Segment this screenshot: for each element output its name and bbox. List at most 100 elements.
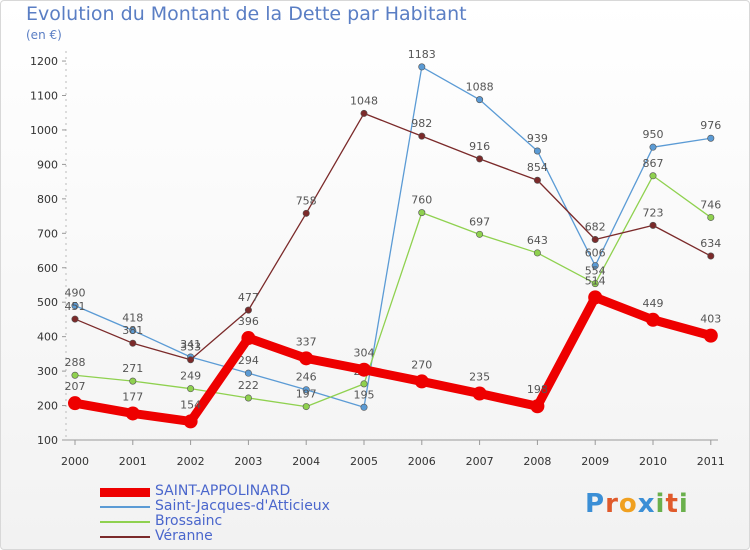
data-point-brossainc: [244, 394, 252, 402]
data-label-v-ranne: 682: [585, 221, 606, 234]
data-label-saint-jacques-d-atticieux: 606: [585, 247, 606, 260]
data-point-saint-jacques-d-atticieux: [302, 386, 310, 394]
data-point-v-ranne: [591, 236, 599, 244]
data-label-saint-jacques-d-atticieux: 246: [296, 371, 317, 384]
legend-swatch: [100, 521, 150, 523]
data-label-saint-appolinard: 207: [65, 380, 86, 393]
legend-label: Saint-Jacques-d'Atticieux: [155, 498, 330, 514]
data-label-saint-appolinard: 270: [411, 358, 432, 371]
data-label-saint-appolinard: 449: [643, 297, 664, 310]
data-point-saint-jacques-d-atticieux: [71, 302, 79, 310]
data-label-v-ranne: 1048: [350, 94, 378, 107]
data-label-v-ranne: 758: [296, 194, 317, 207]
data-label-saint-appolinard: 154: [180, 398, 201, 411]
data-point-brossainc: [418, 209, 426, 217]
data-point-saint-appolinard: [68, 396, 82, 411]
data-label-saint-jacques-d-atticieux: 950: [643, 128, 664, 141]
data-label-saint-jacques-d-atticieux: 976: [700, 119, 721, 132]
logo-letter: i: [678, 489, 689, 519]
data-label-brossainc: 697: [469, 215, 490, 228]
data-label-saint-appolinard: 304: [354, 347, 375, 360]
data-point-v-ranne: [244, 306, 252, 314]
data-label-saint-appolinard: 403: [700, 313, 721, 326]
chart-unit: (en €): [26, 28, 62, 42]
data-point-saint-appolinard: [472, 386, 487, 401]
data-label-v-ranne: 723: [643, 206, 664, 219]
series-line-saint-appolinard: [70, 292, 716, 426]
data-label-saint-appolinard: 177: [122, 390, 143, 403]
logo-letter: P: [585, 489, 606, 519]
data-label-brossainc: 867: [643, 157, 664, 170]
data-point-saint-appolinard: [125, 406, 140, 421]
y-tick-label: 200: [37, 400, 58, 413]
y-tick-label: 500: [37, 296, 58, 309]
data-label-brossainc: 197: [296, 388, 317, 401]
x-tick-label: 2008: [523, 455, 551, 468]
data-point-v-ranne: [418, 132, 426, 140]
data-point-brossainc: [476, 230, 484, 238]
y-tick-label: 700: [37, 227, 58, 240]
data-label-brossainc: 643: [527, 234, 548, 247]
data-label-saint-jacques-d-atticieux: 1183: [408, 48, 436, 61]
data-point-v-ranne: [360, 109, 368, 117]
data-label-v-ranne: 333: [180, 341, 201, 354]
legend-label: SAINT-APPOLINARD: [155, 483, 291, 499]
data-label-v-ranne: 916: [469, 140, 490, 153]
data-label-saint-jacques-d-atticieux: 939: [527, 132, 548, 145]
data-point-saint-jacques-d-atticieux: [360, 403, 368, 411]
data-point-saint-appolinard: [588, 290, 603, 305]
x-tick-label: 2011: [697, 455, 725, 468]
data-point-brossainc: [360, 380, 368, 388]
data-point-brossainc: [591, 280, 599, 288]
y-tick-label: 1200: [30, 55, 58, 68]
data-label-v-ranne: 854: [527, 161, 548, 174]
data-point-saint-jacques-d-atticieux: [533, 147, 541, 155]
data-point-saint-appolinard: [183, 414, 198, 429]
data-point-brossainc: [649, 172, 657, 180]
data-point-brossainc: [707, 213, 715, 221]
data-label-v-ranne: 451: [65, 300, 86, 313]
x-tick-label: 2010: [639, 455, 667, 468]
data-point-brossainc: [533, 249, 541, 257]
data-label-brossainc: 554: [585, 265, 606, 278]
data-point-saint-jacques-d-atticieux: [418, 63, 426, 71]
y-tick-label: 900: [37, 158, 58, 171]
data-label-saint-jacques-d-atticieux: 294: [238, 354, 259, 367]
data-point-saint-appolinard: [414, 374, 429, 389]
data-point-v-ranne: [476, 155, 484, 163]
x-tick-label: 2001: [119, 455, 147, 468]
x-tick-label: 2009: [581, 455, 609, 468]
logo-letter: r: [605, 489, 619, 519]
x-tick-label: 2006: [408, 455, 436, 468]
data-label-brossainc: 249: [180, 370, 201, 383]
y-tick-label: 800: [37, 193, 58, 206]
y-tick-label: 300: [37, 365, 58, 378]
logo-letter: i: [655, 489, 666, 519]
x-tick-label: 2003: [234, 455, 262, 468]
data-point-saint-jacques-d-atticieux: [649, 143, 657, 151]
series-line-saint-jacques-d-atticieux: [74, 66, 712, 408]
data-point-saint-appolinard: [646, 312, 660, 327]
data-label-saint-jacques-d-atticieux: 418: [122, 311, 143, 324]
data-point-v-ranne: [302, 209, 310, 217]
logo-letter: x: [637, 489, 656, 519]
data-point-brossainc: [302, 403, 310, 411]
legend-label: Brossainc: [155, 513, 223, 529]
data-point-saint-jacques-d-atticieux: [591, 262, 599, 270]
chart-title: Evolution du Montant de la Dette par Hab…: [26, 3, 467, 25]
data-label-v-ranne: 634: [700, 237, 721, 250]
data-point-saint-appolinard: [530, 399, 545, 414]
series-line-brossainc: [74, 175, 712, 408]
data-point-v-ranne: [533, 176, 541, 184]
data-label-brossainc: 746: [700, 198, 721, 211]
x-tick-label: 2002: [177, 455, 205, 468]
legend-swatch: [100, 506, 150, 508]
x-tick-label: 2000: [61, 455, 89, 468]
data-label-brossainc: 271: [122, 362, 143, 375]
x-tick-label: 2007: [466, 455, 494, 468]
y-tick-label: 400: [37, 331, 58, 344]
legend-swatch: [100, 487, 150, 497]
data-point-v-ranne: [71, 315, 79, 323]
data-label-saint-jacques-d-atticieux: 490: [65, 287, 86, 300]
